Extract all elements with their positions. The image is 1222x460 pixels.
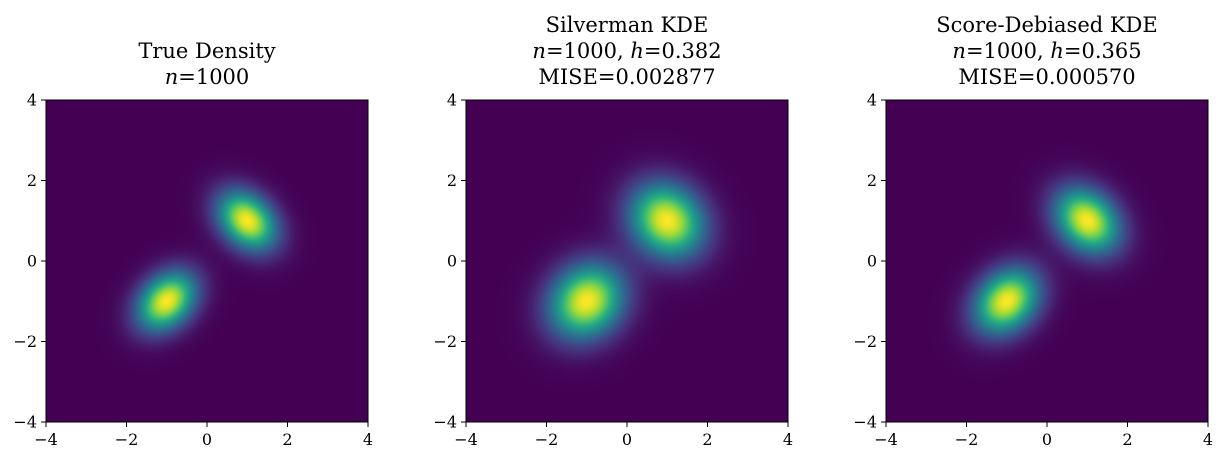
- panel-2-xtick-label: 0: [622, 430, 632, 449]
- panel-2-title-line-2: n=1000, h=0.382: [532, 39, 721, 63]
- panel-3-xtick-label: 4: [1203, 430, 1213, 449]
- panel-3-ytick-label: −4: [853, 413, 877, 432]
- panel-1-title-line-2: n=1000: [165, 65, 250, 89]
- panel-3-heatmap: [886, 100, 1208, 422]
- panel-3-xtick-label: −2: [955, 430, 979, 449]
- panel-2-ytick-label: 2: [447, 171, 457, 190]
- panel-3-xtick-label: 2: [1122, 430, 1132, 449]
- panel-2-xtick-label: −2: [535, 430, 559, 449]
- panel-2-ytick-label: 4: [447, 91, 457, 110]
- panel-3-xtick-label: −4: [874, 430, 898, 449]
- panel-3-xtick-label: 0: [1042, 430, 1052, 449]
- panel-1-xtick-label: 4: [363, 430, 373, 449]
- panel-1-ytick-label: 4: [27, 91, 37, 110]
- panel-1-title-line-1: True Density: [138, 39, 275, 63]
- panel-1-heatmap: [46, 100, 368, 422]
- panel-2-heatmap: [466, 100, 788, 422]
- panel-2-title-line-3: MISE=0.002877: [538, 65, 715, 89]
- panel-3-ytick-label: 0: [867, 252, 877, 271]
- panel-3-title-line-2: n=1000, h=0.365: [952, 39, 1141, 63]
- panel-2-xtick-label: 2: [702, 430, 712, 449]
- panel-3-title-line-3: MISE=0.000570: [958, 65, 1135, 89]
- panel-1-ytick-label: 2: [27, 171, 37, 190]
- panel-3-ytick-label: 4: [867, 91, 877, 110]
- panel-1-ytick-label: −2: [13, 332, 37, 351]
- panel-2-ytick-label: 0: [447, 252, 457, 271]
- panel-2-xtick-label: 4: [783, 430, 793, 449]
- panel-1-ytick-label: 0: [27, 252, 37, 271]
- panel-3-ytick-label: 2: [867, 171, 877, 190]
- panel-1-xtick-label: −4: [34, 430, 58, 449]
- panel-2-xtick-label: −4: [454, 430, 478, 449]
- panel-2-ytick-label: −4: [433, 413, 457, 432]
- panel-3-ytick-label: −2: [853, 332, 877, 351]
- panel-1-xtick-label: 2: [282, 430, 292, 449]
- panel-2-title-line-1: Silverman KDE: [546, 13, 709, 37]
- panel-3-title-line-1: Score-Debiased KDE: [936, 13, 1157, 37]
- panel-2-ytick-label: −2: [433, 332, 457, 351]
- panel-1-xtick-label: 0: [202, 430, 212, 449]
- panel-1-xtick-label: −2: [115, 430, 139, 449]
- panel-1-ytick-label: −4: [13, 413, 37, 432]
